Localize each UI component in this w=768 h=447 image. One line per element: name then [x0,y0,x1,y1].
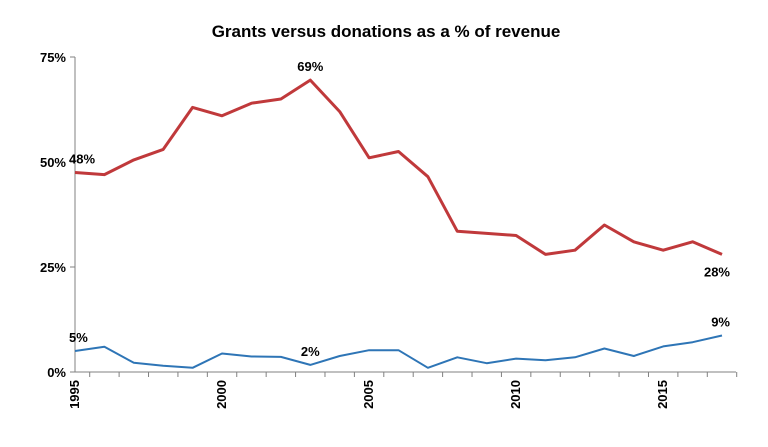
series-line-2 [74,334,723,369]
data-label: 69% [297,59,323,74]
data-label: 9% [711,314,730,329]
data-label: 28% [704,264,730,279]
data-label: 5% [69,330,88,345]
y-tick-label: 50% [40,155,66,170]
series-line-1 [74,78,723,256]
axes: 0% 25% 50% 75% 1995 2000 2005 2010 2015 [40,50,738,409]
data-label: 48% [69,152,95,167]
series-layer [74,78,723,369]
x-tick-label: 1995 [67,380,82,409]
data-label: 2% [301,344,320,359]
x-tick-label: 2010 [508,380,523,409]
chart-title: Grants versus donations as a % of revenu… [212,22,561,41]
y-tick-label: 25% [40,260,66,275]
x-tick-label: 2005 [361,380,376,409]
x-tick-label: 2000 [214,380,229,409]
x-tick-label: 2015 [655,380,670,409]
data-labels: 48% 69% 28% 5% 2% 9% [69,59,730,359]
y-tick-label: 0% [47,365,66,380]
y-tick-label: 75% [40,50,66,65]
